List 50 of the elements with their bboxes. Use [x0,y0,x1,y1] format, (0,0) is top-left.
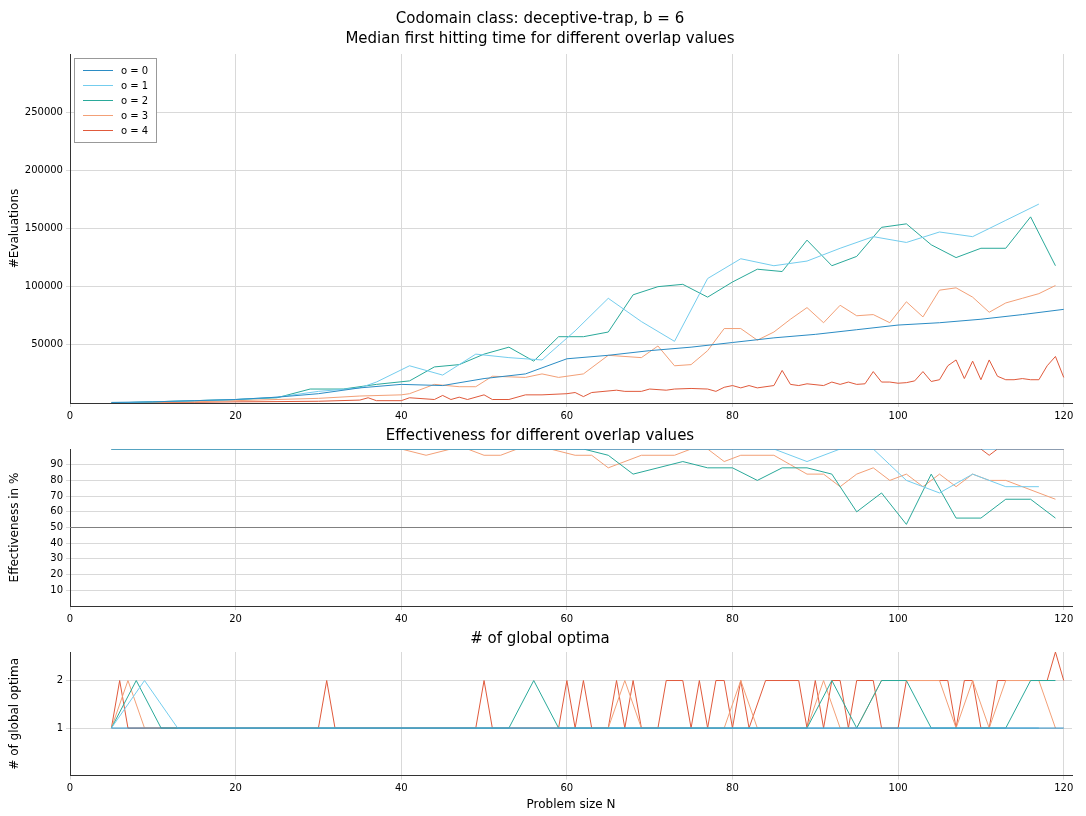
x-tick-label: 20 [229,612,242,624]
y-tick-label: 10 [50,583,63,595]
y-tick-label: 60 [50,505,63,517]
chart-title: Codomain class: deceptive-trap, b = 6 [395,8,685,27]
x-tick-label: 120 [1054,612,1074,624]
x-tick-label: 20 [229,409,242,421]
chart-title: Effectiveness for different overlap values [385,425,695,444]
x-tick-label: 0 [66,612,74,624]
y-axis-title: Effectiveness in % [7,472,22,583]
legend-label: o = 4 [121,124,149,138]
x-tick-label: 60 [560,409,574,421]
y-tick-label: 100000 [24,280,63,292]
y-tick-label: 2 [56,674,63,686]
legend-label: o = 3 [121,109,149,123]
y-tick-label: 1 [56,721,63,733]
y-tick-label: 250000 [24,105,63,117]
y-tick-label: 50000 [31,338,63,350]
x-tick-label: 0 [66,409,74,421]
x-tick-label: 80 [726,409,739,421]
x-tick-label: 100 [888,782,908,794]
x-tick-label: 100 [888,409,908,421]
x-tick-label: 60 [560,782,574,794]
x-axis-title: Problem size N [526,796,616,811]
y-axis-title: #Evaluations [7,188,22,269]
y-axis-title: # of global optima [7,657,22,770]
x-tick-label: 20 [229,782,242,794]
chart-subtitle: Median first hitting time for different overlap values [345,28,735,47]
x-tick-label: 100 [888,612,908,624]
chart-title: # of global optima [470,628,610,647]
legend-label: o = 1 [121,79,149,93]
x-tick-label: 80 [726,782,739,794]
y-tick-label: 50 [50,521,63,533]
y-tick-label: 40 [50,536,63,548]
y-tick-label: 20 [50,568,63,580]
x-tick-label: 40 [394,409,408,421]
y-tick-label: 150000 [24,222,63,234]
x-tick-label: 60 [560,612,574,624]
y-tick-label: 90 [50,458,63,470]
x-tick-label: 40 [394,612,408,624]
x-tick-label: 0 [66,782,74,794]
legend-label: o = 2 [121,94,149,108]
y-tick-label: 200000 [24,163,63,175]
y-tick-label: 30 [50,552,63,564]
x-tick-label: 120 [1054,782,1074,794]
x-tick-label: 40 [394,782,408,794]
x-tick-label: 120 [1054,409,1074,421]
legend-label: o = 0 [121,64,149,78]
y-tick-label: 70 [50,489,63,501]
y-tick-label: 80 [50,473,63,485]
x-tick-label: 80 [726,612,739,624]
